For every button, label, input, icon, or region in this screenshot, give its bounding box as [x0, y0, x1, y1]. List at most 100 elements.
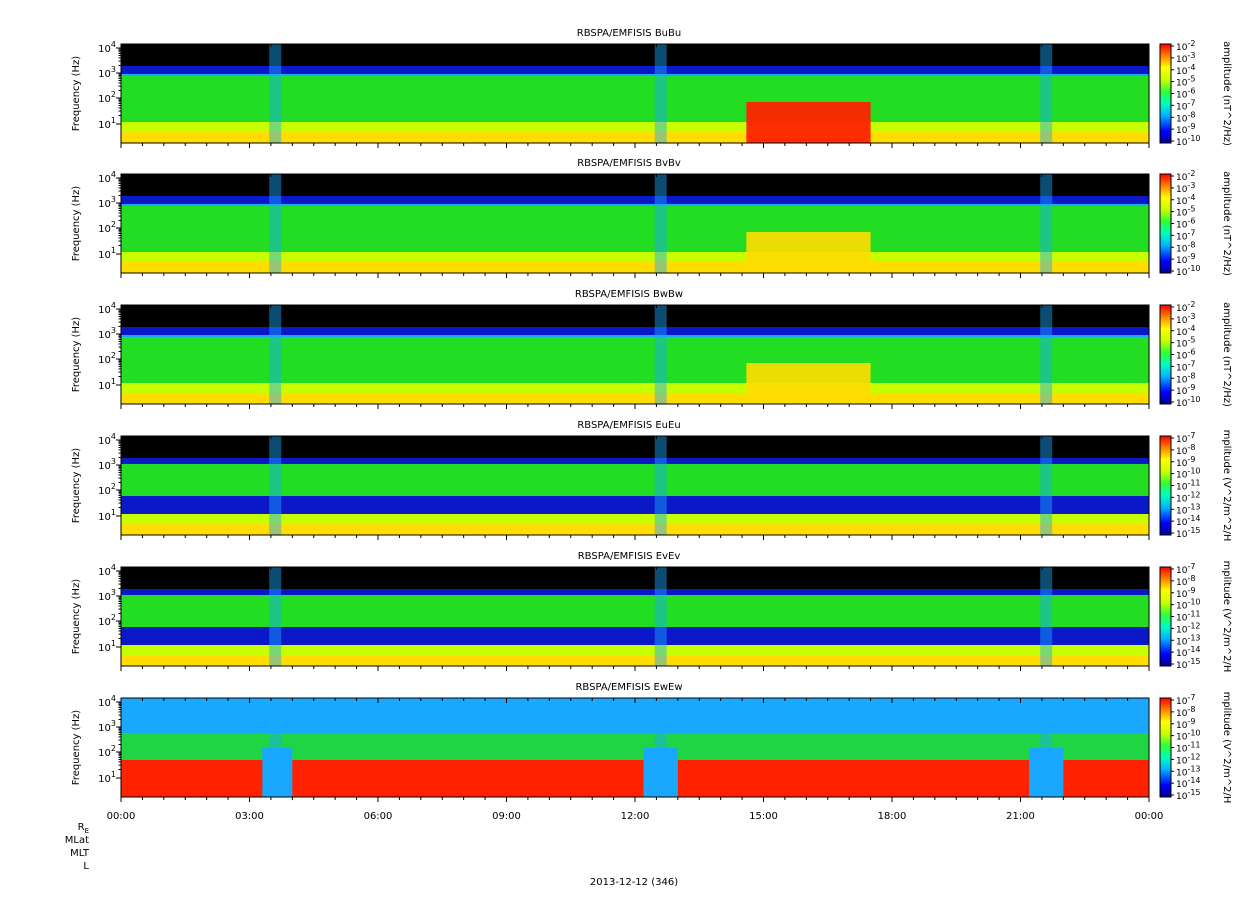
y-tick-label: 103 [98, 195, 116, 210]
perigee-gap [643, 748, 678, 797]
x-tick-label: 09:00 [492, 811, 521, 822]
colorbar-tick-label: 10-9 [1176, 122, 1195, 136]
colorbar-tick-label: 10-5 [1176, 336, 1195, 350]
colorbar-tick-label: 10-2 [1176, 169, 1195, 183]
colorbar-tick-label: 10-8 [1176, 705, 1195, 719]
spectrogram-panel-4: RBSPA/EMFISIS EuEu Frequency (Hz) 104 103 10… [71, 420, 1232, 541]
colorbar-tick-label: 10-13 [1176, 764, 1201, 778]
perigee-spike [269, 44, 282, 143]
colorbar [1159, 435, 1172, 536]
colorbar-tick-label: 10-11 [1176, 610, 1201, 624]
perigee-spike [269, 305, 282, 404]
low-base [121, 393, 1149, 404]
colorbar-tick-label: 10-7 [1176, 562, 1195, 576]
colorbar-label: mplitude (V^2/m^2/H [1221, 561, 1232, 673]
y-tick-label: 101 [98, 246, 116, 261]
spectrogram-image [121, 305, 1149, 404]
perigee-spike [1040, 44, 1053, 143]
colorbar-tick-label: 10-10 [1176, 395, 1201, 409]
panel-title: RBSPA/EMFISIS BwBw [575, 289, 683, 300]
colorbar-tick-label: 10-5 [1176, 75, 1195, 89]
colorbar-tick-label: 10-12 [1176, 621, 1201, 635]
colorbar-tick-label: 10-12 [1176, 490, 1201, 504]
perigee-spike [1040, 436, 1053, 535]
low-base [121, 524, 1149, 535]
spectrogram-panel-5: RBSPA/EMFISIS EvEv Frequency (Hz) 104 103 10… [71, 551, 1232, 672]
spectrogram-image [121, 698, 1149, 797]
spectrogram-panel-1: RBSPA/EMFISIS BuBu Frequency (Hz) 104 103 10… [71, 28, 1232, 148]
colorbar-tick-label: 10-9 [1176, 455, 1195, 469]
y-tick-label: 102 [98, 613, 116, 628]
colorbar-tick-label: 10-8 [1176, 240, 1195, 254]
y-tick-label: 102 [98, 744, 116, 759]
y-axis-label: Frequency (Hz) [71, 317, 82, 393]
colorbar-tick-label: 10-12 [1176, 752, 1201, 766]
hiss-band [121, 464, 1149, 496]
panel-title: RBSPA/EMFISIS EuEu [577, 420, 680, 431]
colorbar-tick-label: 10-14 [1176, 776, 1201, 790]
y-tick-label: 102 [98, 220, 116, 235]
colorbar [1159, 173, 1172, 274]
perigee-spike [1040, 305, 1053, 404]
colorbar-tick-label: 10-11 [1176, 479, 1201, 493]
ephemeris-label-mlt: MLT [70, 848, 90, 859]
colorbar-label: mplitude (V^2/m^2/H [1221, 430, 1232, 542]
perigee-spike [654, 567, 667, 666]
colorbar-tick-label: 10-15 [1176, 526, 1201, 540]
colorbar-label: amplitude (nT^2/Hz) [1221, 302, 1232, 407]
perigee-gap [1029, 748, 1064, 797]
colorbar-tick-label: 10-10 [1176, 467, 1201, 481]
y-tick-label: 102 [98, 351, 116, 366]
x-tick-label: 12:00 [621, 811, 650, 822]
y-tick-label: 101 [98, 508, 116, 523]
y-axis-label: Frequency (Hz) [71, 579, 82, 655]
colorbar-tick-label: 10-14 [1176, 645, 1201, 659]
perigee-spike [1040, 567, 1053, 666]
y-tick-label: 103 [98, 457, 116, 472]
spectrogram-panel-6: RBSPA/EMFISIS EwEw Frequency (Hz) 104 103 10… [71, 682, 1232, 803]
colorbar-tick-label: 10-11 [1176, 741, 1201, 755]
y-tick-label: 101 [98, 116, 116, 131]
colorbar-tick-label: 10-4 [1176, 63, 1195, 77]
spectrogram-panel-3: RBSPA/EMFISIS BwBw Frequency (Hz) 104 103 10… [71, 289, 1232, 409]
colorbar-tick-label: 10-10 [1176, 598, 1201, 612]
panel-title: RBSPA/EMFISIS EwEw [575, 682, 682, 693]
y-tick-label: 104 [98, 301, 116, 316]
x-tick-label: 15:00 [749, 811, 778, 822]
colorbar-tick-label: 10-6 [1176, 348, 1195, 362]
colorbar-tick-label: 10-7 [1176, 228, 1195, 242]
x-tick-label: 21:00 [1006, 811, 1035, 822]
colorbar-tick-label: 10-7 [1176, 693, 1195, 707]
colorbar [1159, 566, 1172, 667]
colorbar-tick-label: 10-10 [1176, 264, 1201, 278]
low-base [121, 132, 1149, 143]
perigee-gap [262, 748, 293, 797]
colorbar-tick-label: 10-5 [1176, 205, 1195, 219]
spectrogram-panel-2: RBSPA/EMFISIS BvBv Frequency (Hz) 104 103 10… [71, 158, 1232, 278]
colorbar-tick-label: 10-10 [1176, 729, 1201, 743]
perigee-spike [269, 567, 282, 666]
y-tick-label: 103 [98, 326, 116, 341]
panel-title: RBSPA/EMFISIS EvEv [578, 551, 681, 562]
y-tick-label: 104 [98, 170, 116, 185]
perigee-spike [654, 698, 667, 797]
y-tick-label: 101 [98, 377, 116, 392]
colorbar-label: amplitude (nT^2/Hz) [1221, 171, 1232, 276]
x-tick-label: 06:00 [364, 811, 393, 822]
y-tick-label: 103 [98, 65, 116, 80]
perigee-spike [1040, 174, 1053, 273]
y-tick-label: 104 [98, 563, 116, 578]
colorbar-tick-label: 10-9 [1176, 383, 1195, 397]
colorbar-tick-label: 10-15 [1176, 657, 1201, 671]
colorbar-tick-label: 10-7 [1176, 98, 1195, 112]
x-tick-label: 00:00 [107, 811, 136, 822]
ephemeris-label-re: RE [78, 822, 89, 835]
y-axis-label: Frequency (Hz) [71, 56, 82, 132]
emic-region [746, 102, 871, 143]
y-axis-label: Frequency (Hz) [71, 448, 82, 524]
colorbar-tick-label: 10-6 [1176, 217, 1195, 231]
perigee-spike [654, 44, 667, 143]
colorbar-tick-label: 10-8 [1176, 574, 1195, 588]
y-tick-label: 101 [98, 639, 116, 654]
